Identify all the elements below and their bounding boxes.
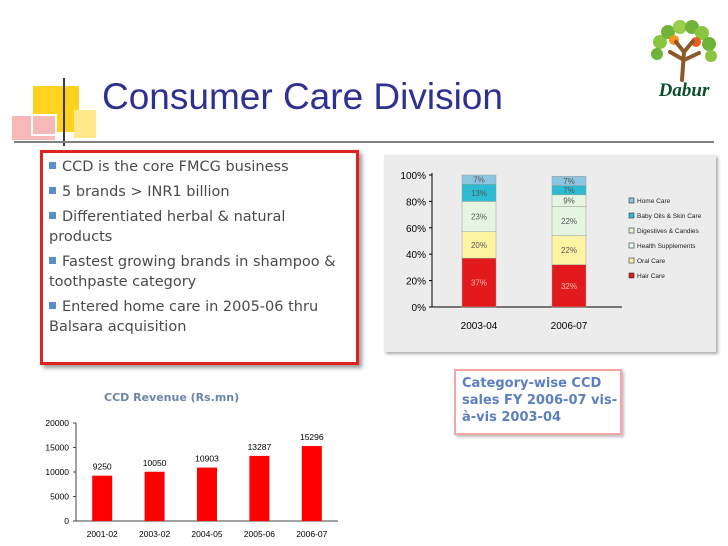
stacked-bar-segment <box>551 206 587 236</box>
bar-value-label: 10903 <box>195 454 219 464</box>
y-tick-label: 40% <box>406 250 426 261</box>
y-tick-label: 80% <box>406 197 426 208</box>
chart-caption: Category-wise CCD sales FY 2006-07 vis-à… <box>462 376 618 425</box>
deco-square-pink <box>12 116 55 140</box>
legend-swatch <box>628 272 635 279</box>
revenue-bar <box>197 467 217 521</box>
x-category-label: 2001-02 <box>87 529 118 539</box>
revenue-bar <box>249 455 270 521</box>
y-tick-label: 0% <box>412 303 427 314</box>
deco-square-outline <box>31 114 57 136</box>
x-category-label: 2006-07 <box>296 529 327 539</box>
dabur-logo: Dabur <box>646 20 722 110</box>
legend-label: Digestives & Candies <box>637 228 700 235</box>
y-tick-label: 0 <box>64 516 69 526</box>
bullet-square-icon <box>49 257 56 264</box>
bar-value-label: 15296 <box>300 432 324 442</box>
stacked-bar-segment <box>461 257 497 308</box>
y-tick-label: 20% <box>406 277 426 288</box>
logo-wordmark: Dabur <box>658 80 710 101</box>
chart-caption-box: Category-wise CCD sales FY 2006-07 vis-à… <box>454 369 622 435</box>
segment-value-label: 7% <box>563 186 575 195</box>
legend-label: Hair Care <box>637 273 665 280</box>
segment-value-label: 7% <box>563 177 575 186</box>
revenue-bar <box>301 446 322 521</box>
bullet-square-icon <box>49 162 56 169</box>
bullet-square-icon <box>49 212 56 219</box>
y-tick-label: 5000 <box>50 492 69 502</box>
x-category-label: 2005-06 <box>244 529 275 539</box>
legend-swatch <box>628 227 635 234</box>
tree-logo-icon <box>651 20 717 82</box>
slide-title: Consumer Care Division <box>102 76 503 117</box>
stacked-bar-segment <box>461 231 497 259</box>
bullet-item: 5 brands > INR1 billion <box>49 182 350 202</box>
title-divider <box>14 141 714 143</box>
legend-label: Oral Care <box>637 258 666 265</box>
bullet-list: CCD is the core FMCG business 5 brands >… <box>43 153 356 337</box>
category-chart-panel: 0% 20% 40% 60% 80% 100% 37% 20% 23% 13% 7% 2003-04 3… <box>384 155 716 352</box>
legend-swatch <box>628 242 635 249</box>
legend-swatch <box>628 257 635 264</box>
segment-value-label: 22% <box>561 246 577 255</box>
stacked-bar-segment <box>551 235 587 266</box>
bullet-item: Entered home care in 2005-06 thru Balsar… <box>49 299 319 335</box>
bullet-item: Differentiated herbal & natural products <box>49 209 286 245</box>
revenue-bar <box>92 475 113 521</box>
stacked-bar-segment <box>461 174 497 185</box>
stacked-bar-segment <box>551 264 587 308</box>
y-tick-label: 15000 <box>45 443 69 453</box>
x-category-label: 2004-05 <box>191 529 222 539</box>
segment-value-label: 37% <box>471 279 487 288</box>
bullet-item: CCD is the core FMCG business <box>49 157 350 177</box>
segment-value-label: 7% <box>473 176 485 185</box>
legend-label: Baby Oils & Skin Care <box>637 213 702 220</box>
legend-label: Health Supplements <box>637 243 696 250</box>
bullet-square-icon <box>49 187 56 194</box>
category-stacked-bar-chart: 0% 20% 40% 60% 80% 100% 37% 20% 23% 13% 7% 2003-04 3… <box>400 171 702 332</box>
segment-value-label: 22% <box>561 217 577 226</box>
revenue-chart-title: CCD Revenue (Rs.mn) <box>104 391 240 404</box>
legend-label: Home Care <box>637 198 671 205</box>
segment-value-label: 13% <box>471 189 487 198</box>
deco-square-yellow-small <box>74 110 96 138</box>
bar-value-label: 9250 <box>93 462 112 472</box>
legend-swatch <box>628 197 635 204</box>
legend-swatch <box>628 212 635 219</box>
bullet-item: Fastest growing brands in shampoo & toot… <box>49 254 336 290</box>
segment-value-label: 32% <box>561 282 577 291</box>
segment-value-label: 23% <box>471 213 487 222</box>
y-tick-label: 20000 <box>45 418 69 428</box>
revenue-bar <box>144 471 165 521</box>
y-tick-label: 60% <box>406 224 426 235</box>
stacked-bar-segment <box>551 176 587 186</box>
y-tick-label: 10000 <box>45 467 69 477</box>
x-category-label: 2003-02 <box>139 529 170 539</box>
segment-value-label: 20% <box>471 241 487 250</box>
deco-vertical-line <box>63 78 65 146</box>
bar-value-label: 10050 <box>143 458 167 468</box>
bar-value-label: 13287 <box>248 442 272 452</box>
x-category-label: 2006-07 <box>551 321 588 332</box>
bullet-square-icon <box>49 302 56 309</box>
x-category-label: 2003-04 <box>461 321 498 332</box>
revenue-bar-chart: 0 5000 10000 15000 20000 9250 2001-02 10050 2003… <box>45 418 338 539</box>
segment-value-label: 9% <box>563 197 575 206</box>
y-tick-label: 100% <box>400 171 426 182</box>
bullet-box: CCD is the core FMCG business 5 brands >… <box>40 150 359 365</box>
